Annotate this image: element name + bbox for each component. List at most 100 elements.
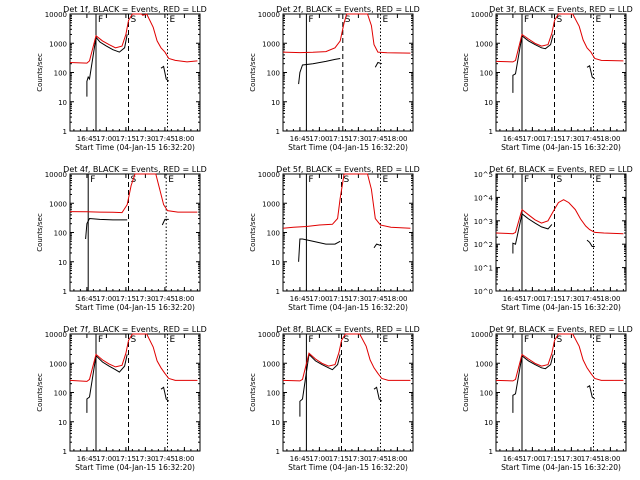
- x-tick-label: 17:15: [116, 295, 136, 303]
- x-axis-label: Start Time (04-Jan-15 16:32:20): [501, 303, 621, 312]
- y-tick-label: 10: [271, 419, 280, 427]
- y-tick-label: 100: [54, 230, 67, 238]
- marker-label-F: F: [98, 15, 103, 25]
- y-axis-label: Counts/sec: [249, 53, 257, 92]
- x-tick-label: 17:45: [581, 455, 601, 463]
- y-tick-label: 100: [54, 70, 67, 78]
- plot-frame: [69, 173, 201, 292]
- x-tick-label: 17:15: [116, 455, 136, 463]
- marker-label-F: F: [308, 335, 313, 345]
- panel-title: Det 3f, BLACK = Events, RED = LLD: [489, 5, 633, 14]
- x-tick-label: 17:00: [96, 455, 116, 463]
- panel-2: Det 2f, BLACK = Events, RED = LLD 1 10 100 1…: [249, 5, 420, 152]
- y-tick-label: 10^0: [474, 288, 493, 296]
- marker-label-S: S: [557, 15, 563, 25]
- marker-label-F: F: [524, 15, 529, 25]
- x-tick-label: 17:45: [368, 455, 388, 463]
- marker-label-E: E: [596, 15, 602, 25]
- panel-title: Det 4f, BLACK = Events, RED = LLD: [63, 165, 207, 174]
- series-lld-line: [495, 13, 624, 63]
- panel-1: Det 1f, BLACK = Events, RED = LLD 1 10 100 1…: [36, 5, 207, 152]
- y-axis-label: Counts/sec: [462, 53, 470, 92]
- x-tick-label: 16:45: [503, 455, 523, 463]
- plot-frame: [282, 173, 414, 292]
- y-tick-label: 1000: [475, 360, 493, 368]
- y-tick-label: 10000: [471, 331, 493, 339]
- x-tick-label: 16:45: [290, 455, 310, 463]
- series-events-line: [299, 353, 383, 417]
- marker-label-S: S: [131, 15, 137, 25]
- y-tick-label: 10000: [45, 11, 67, 19]
- x-tick-label: 16:45: [77, 455, 97, 463]
- x-tick-label: 18:00: [174, 455, 194, 463]
- x-tick-label: 17:30: [135, 455, 155, 463]
- x-tick-label: 17:30: [561, 295, 581, 303]
- x-tick-label: 16:45: [503, 295, 523, 303]
- y-tick-label: 100: [54, 390, 67, 398]
- y-tick-label: 1000: [262, 40, 280, 48]
- plot-frame: [282, 13, 414, 132]
- x-tick-label: 17:15: [329, 135, 349, 143]
- y-tick-label: 1000: [475, 40, 493, 48]
- x-axis-label: Start Time (04-Jan-15 16:32:20): [501, 143, 621, 152]
- x-tick-label: 17:45: [368, 295, 388, 303]
- y-axis-label: Counts/sec: [36, 373, 44, 412]
- x-tick-label: 18:00: [174, 135, 194, 143]
- x-tick-label: 18:00: [174, 295, 194, 303]
- y-tick-label: 10^3: [474, 218, 493, 226]
- x-tick-label: 18:00: [387, 295, 407, 303]
- x-axis-label: Start Time (04-Jan-15 16:32:20): [288, 463, 408, 472]
- y-axis-label: Counts/sec: [36, 53, 44, 92]
- x-tick-label: 17:45: [155, 295, 175, 303]
- x-tick-label: 17:30: [348, 295, 368, 303]
- marker-label-E: E: [170, 15, 176, 25]
- x-axis-label: Start Time (04-Jan-15 16:32:20): [288, 303, 408, 312]
- series-events-line: [512, 212, 595, 254]
- x-axis-label: Start Time (04-Jan-15 16:32:20): [288, 143, 408, 152]
- x-tick-label: 17:45: [368, 135, 388, 143]
- x-tick-label: 17:15: [329, 455, 349, 463]
- marker-label-E: E: [170, 335, 176, 345]
- series-lld-line: [69, 13, 198, 64]
- x-tick-label: 17:30: [561, 135, 581, 143]
- x-tick-label: 18:00: [600, 455, 620, 463]
- x-tick-label: 17:00: [309, 135, 329, 143]
- marker-label-F: F: [308, 15, 313, 25]
- panel-title: Det 2f, BLACK = Events, RED = LLD: [276, 5, 420, 14]
- y-tick-label: 1000: [49, 40, 67, 48]
- y-tick-label: 1: [489, 448, 493, 456]
- x-tick-label: 17:30: [348, 135, 368, 143]
- y-tick-label: 1000: [49, 200, 67, 208]
- series-events-line: [512, 34, 596, 93]
- marker-label-F: F: [308, 175, 313, 185]
- panel-4: Det 4f, BLACK = Events, RED = LLD 1 10 100 1…: [36, 165, 207, 312]
- series-events-line: [512, 354, 596, 413]
- marker-label-E: E: [168, 175, 174, 185]
- marker-label-F: F: [524, 335, 529, 345]
- x-tick-label: 18:00: [387, 455, 407, 463]
- series-lld-line: [282, 173, 411, 229]
- x-tick-label: 17:15: [116, 135, 136, 143]
- panel-6: Det 6f, BLACK = Events, RED = LLD 10^0 10^…: [462, 165, 633, 312]
- panel-7: Det 7f, BLACK = Events, RED = LLD 1 10 100 1…: [36, 325, 207, 472]
- marker-label-E: E: [383, 15, 389, 25]
- x-axis-label: Start Time (04-Jan-15 16:32:20): [75, 143, 195, 152]
- series-events-line: [85, 217, 169, 240]
- plot-frame: [69, 13, 201, 132]
- y-tick-label: 1: [63, 288, 67, 296]
- y-tick-label: 1: [63, 448, 67, 456]
- y-tick-label: 1000: [49, 360, 67, 368]
- x-tick-label: 16:45: [290, 135, 310, 143]
- x-tick-label: 17:30: [348, 455, 368, 463]
- plot-frame: [495, 173, 627, 292]
- marker-label-F: F: [90, 175, 95, 185]
- x-tick-label: 17:45: [581, 295, 601, 303]
- plot-frame: [69, 333, 201, 452]
- marker-label-E: E: [596, 335, 602, 345]
- plot-frame: [282, 333, 414, 452]
- y-tick-label: 10: [484, 99, 493, 107]
- panel-3: Det 3f, BLACK = Events, RED = LLD 1 10 100 1…: [462, 5, 633, 152]
- marker-label-F: F: [524, 175, 529, 185]
- x-tick-label: 16:45: [77, 135, 97, 143]
